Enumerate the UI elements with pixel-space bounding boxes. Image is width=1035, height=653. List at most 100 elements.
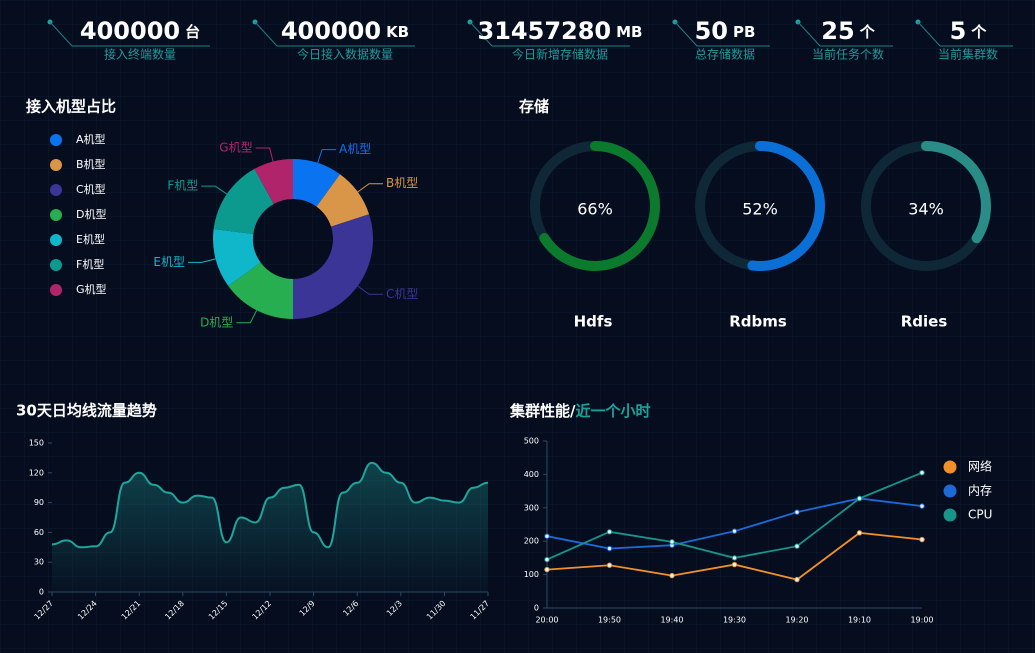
legend-swatch — [943, 460, 957, 474]
stat-value: 50 PB — [695, 17, 756, 45]
stat-decor — [674, 21, 770, 47]
point — [669, 539, 675, 545]
y-tick-label: 0 — [39, 588, 44, 597]
leader-line — [236, 310, 258, 324]
legend-label: F机型 — [76, 257, 104, 271]
x-tick-label: 19:20 — [785, 616, 808, 625]
point — [731, 528, 738, 534]
point — [731, 561, 738, 568]
gauge-arc — [695, 141, 825, 271]
point — [919, 503, 925, 509]
point — [544, 556, 550, 563]
legend-label: E机型 — [76, 232, 105, 246]
gauge-name: Rdies — [901, 313, 948, 331]
stat-unit: 个 — [859, 23, 876, 41]
stat-label: 接入终端数量 — [104, 47, 176, 62]
gauge-name: Rdbms — [729, 313, 787, 331]
legend-label: 网络 — [968, 459, 992, 474]
point — [919, 536, 925, 543]
donut-slice — [213, 228, 261, 287]
stat-decor — [49, 21, 210, 47]
stat-unit: PB — [733, 23, 755, 41]
stat-decor — [797, 21, 893, 47]
gauge-value: 52% — [742, 200, 778, 219]
point — [606, 545, 613, 552]
legend-swatch — [50, 284, 62, 296]
point — [794, 543, 800, 549]
stat-label: 今日新增存储数据 — [512, 47, 608, 62]
stat-unit: KB — [386, 23, 409, 41]
point — [856, 495, 863, 502]
stat-value: 31457280 MB — [478, 17, 643, 45]
panel-title: 接入机型占比 — [26, 98, 116, 116]
y-tick-label: 400 — [524, 470, 539, 479]
stat-decor — [469, 21, 630, 47]
x-tick-label: 19:30 — [723, 616, 746, 625]
title-sub: 近一个小时 — [575, 402, 650, 420]
area-fill — [52, 462, 488, 592]
stat-number: 400000 — [80, 17, 180, 45]
stat-number: 50 — [695, 17, 728, 45]
point — [794, 576, 800, 583]
slice-label: B机型 — [386, 176, 418, 190]
slice-label: A机型 — [339, 142, 371, 156]
legend-swatch — [50, 134, 62, 146]
donut-slice — [228, 262, 293, 319]
stat-number: 31457280 — [478, 17, 612, 45]
area-line — [51, 461, 489, 549]
x-tick-label: 19:00 — [910, 616, 933, 625]
stat-decor — [254, 21, 415, 47]
leader-line — [357, 183, 384, 193]
legend-label: D机型 — [76, 207, 106, 221]
stat-label: 今日接入数据数量 — [297, 47, 393, 62]
stat-label: 总存储数据 — [695, 47, 755, 62]
panel-title: 集群性能/近一个小时 — [509, 402, 651, 420]
leader-line — [255, 147, 274, 162]
point — [544, 566, 550, 573]
legend-label: G机型 — [76, 282, 107, 296]
y-tick-label: 0 — [534, 604, 539, 613]
legend-swatch — [943, 508, 957, 522]
y-tick-label: 30 — [34, 558, 44, 567]
slice-label: E机型 — [153, 255, 185, 269]
y-tick-label: 150 — [29, 439, 44, 448]
gauge-name: Hdfs — [574, 313, 613, 331]
point — [856, 530, 863, 536]
legend-swatch — [50, 184, 62, 196]
y-tick-label: 500 — [524, 437, 539, 446]
slice-label: C机型 — [386, 287, 418, 301]
stat-unit: MB — [616, 23, 642, 41]
legend-swatch — [50, 259, 62, 271]
legend-swatch — [50, 159, 62, 171]
gauge-arc — [530, 141, 660, 271]
y-tick-label: 120 — [29, 468, 44, 477]
x-tick-label: 19:40 — [660, 616, 683, 625]
panel-title: 存储 — [519, 98, 549, 116]
legend-swatch — [50, 209, 62, 221]
donut-slice — [293, 214, 373, 319]
donut-slice — [293, 159, 341, 207]
leader-line — [357, 285, 384, 295]
y-tick-label: 200 — [524, 537, 539, 546]
stat-label: 当前任务个数 — [812, 47, 884, 62]
slice-label: D机型 — [200, 315, 233, 329]
stat-unit: 个 — [970, 23, 987, 41]
x-tick-label: 19:10 — [848, 616, 871, 625]
panel-title: 30天日均线流量趋势 — [16, 402, 157, 420]
point — [606, 562, 613, 568]
slice-label: F机型 — [167, 179, 198, 193]
point — [919, 470, 925, 476]
title-main: 集群性能/ — [509, 402, 576, 420]
point — [794, 509, 800, 515]
legend-swatch — [50, 234, 62, 246]
donut-slice — [316, 174, 370, 227]
legend-label: C机型 — [76, 182, 106, 196]
legend-label: CPU — [968, 508, 992, 522]
stat-decor — [917, 21, 1013, 47]
gauge-value: 34% — [908, 200, 944, 219]
leader-line — [317, 149, 337, 164]
point — [544, 533, 550, 539]
x-tick-label: 19:50 — [598, 616, 621, 625]
